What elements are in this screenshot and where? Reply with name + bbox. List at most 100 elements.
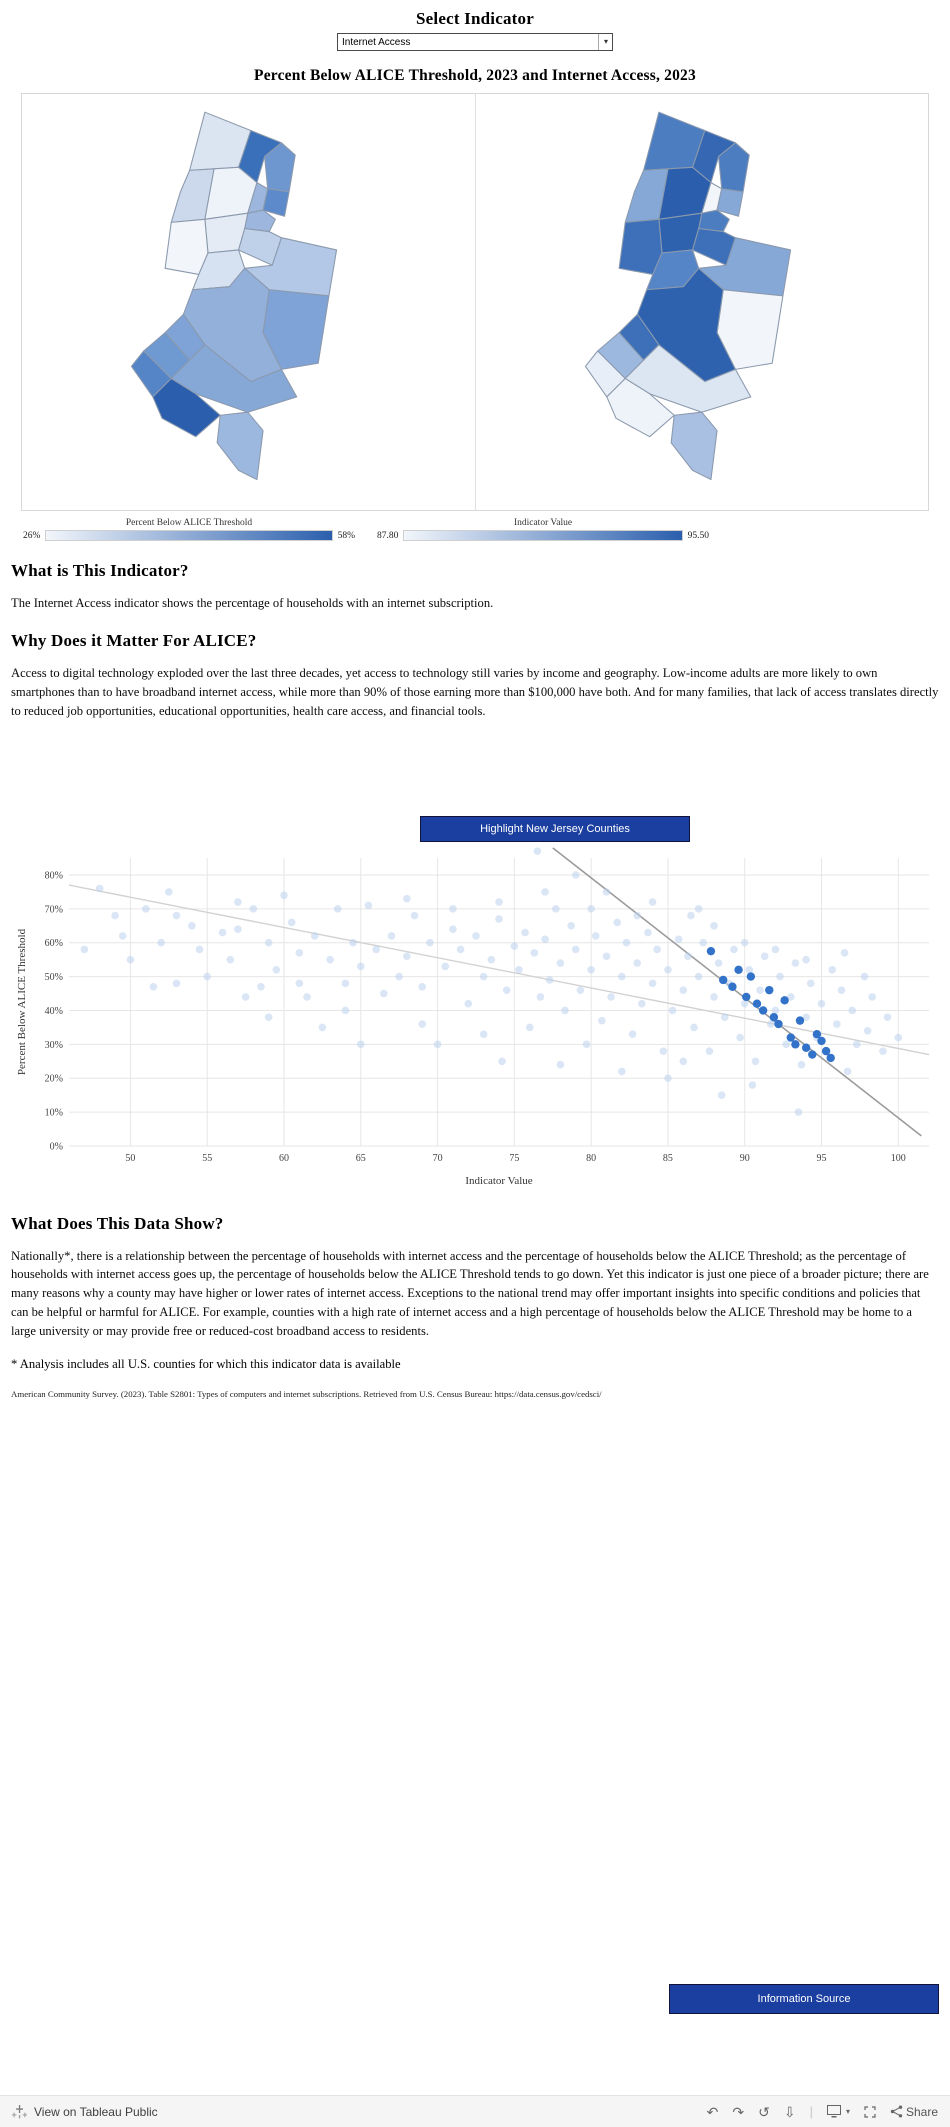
scatter-point-county[interactable]: [668, 1006, 677, 1014]
scatter-point-county[interactable]: [638, 999, 646, 1008]
scatter-point-county[interactable]: [699, 938, 708, 947]
scatter-point-county[interactable]: [674, 935, 683, 943]
scatter-point-county[interactable]: [395, 972, 403, 980]
scatter-point-county[interactable]: [582, 1040, 591, 1048]
information-source-button[interactable]: Information Source: [669, 1984, 939, 2015]
scatter-point-county[interactable]: [618, 972, 626, 980]
scatter-point-nj-county[interactable]: [801, 1043, 811, 1052]
scatter-point-nj-county[interactable]: [826, 1053, 835, 1062]
scatter-point-county[interactable]: [694, 904, 703, 913]
scatter-point-county[interactable]: [833, 1019, 841, 1028]
scatter-point-county[interactable]: [410, 911, 419, 919]
map-alice-threshold[interactable]: [22, 94, 475, 510]
view-on-tableau-public-link[interactable]: View on Tableau Public: [12, 2104, 158, 2119]
device-preview-icon[interactable]: ▾: [826, 2105, 850, 2118]
scatter-point-county[interactable]: [628, 1029, 637, 1038]
scatter-point-nj-county[interactable]: [808, 1049, 817, 1059]
scatter-point-county[interactable]: [165, 887, 173, 896]
scatter-point-county[interactable]: [633, 911, 642, 919]
scatter-point-county[interactable]: [740, 938, 749, 947]
scatter-point-county[interactable]: [571, 945, 580, 953]
scatter-point-county[interactable]: [771, 1006, 780, 1014]
scatter-point-county[interactable]: [203, 972, 212, 980]
scatter-point-county[interactable]: [843, 1067, 852, 1075]
scatter-point-county[interactable]: [587, 904, 595, 913]
scatter-point-county[interactable]: [449, 924, 457, 933]
scatter-point-county[interactable]: [745, 965, 754, 974]
scatter-point-county[interactable]: [541, 935, 549, 943]
scatter-point-nj-county[interactable]: [780, 995, 789, 1005]
scatter-point-county[interactable]: [295, 948, 304, 957]
county-hunterdon[interactable]: [618, 218, 663, 275]
scatter-point-county[interactable]: [602, 887, 611, 896]
scatter-point-county[interactable]: [249, 904, 258, 913]
indicator-dropdown[interactable]: Internet Access ▾: [337, 33, 613, 51]
scatter-point-county[interactable]: [751, 1057, 760, 1065]
scatter-point-county[interactable]: [740, 999, 749, 1008]
scatter-point-county[interactable]: [756, 985, 764, 994]
scatter-point-county[interactable]: [495, 897, 503, 906]
scatter-point-nj-county[interactable]: [742, 992, 751, 1001]
scatter-point-nj-county[interactable]: [812, 1029, 822, 1038]
scatter-point-county[interactable]: [280, 891, 288, 899]
scatter-point-county[interactable]: [487, 955, 496, 964]
scatter-point-county[interactable]: [264, 1013, 273, 1021]
scatter-point-county[interactable]: [188, 921, 196, 930]
county-cape-may[interactable]: [670, 411, 718, 481]
scatter-point-county[interactable]: [552, 904, 560, 913]
scatter-point-county[interactable]: [644, 928, 652, 936]
scatter-point-county[interactable]: [95, 884, 104, 892]
map-indicator-value[interactable]: [474, 94, 929, 510]
scatter-point-county[interactable]: [710, 921, 718, 930]
scatter-point-nj-county[interactable]: [734, 965, 743, 974]
scatter-point-county[interactable]: [364, 901, 373, 909]
scatter-point-county[interactable]: [303, 992, 311, 1001]
scatter-point-county[interactable]: [464, 999, 473, 1008]
scatter-point-nj-county[interactable]: [769, 1012, 779, 1022]
county-hudson[interactable]: [263, 188, 291, 217]
scatter-point-county[interactable]: [659, 1046, 668, 1055]
scatter-point-nj-county[interactable]: [728, 982, 737, 991]
scatter-point-county[interactable]: [720, 1013, 729, 1021]
scatter-point-county[interactable]: [648, 979, 657, 987]
scatter-point-county[interactable]: [776, 972, 784, 980]
scatter-point-nj-county[interactable]: [791, 1039, 800, 1049]
scatter-point-county[interactable]: [571, 870, 580, 879]
scatter-point-county[interactable]: [521, 928, 529, 936]
scatter-point-county[interactable]: [679, 985, 688, 994]
scatter-point-county[interactable]: [341, 1006, 350, 1014]
scatter-point-county[interactable]: [541, 887, 549, 896]
scatter-point-county[interactable]: [748, 1080, 757, 1089]
scatter-point-county[interactable]: [498, 1057, 506, 1065]
scatter-point-county[interactable]: [786, 992, 795, 1001]
county-passaic[interactable]: [692, 130, 736, 184]
scatter-point-county[interactable]: [149, 982, 158, 991]
county-union[interactable]: [244, 209, 277, 233]
scatter-point-county[interactable]: [883, 1013, 892, 1021]
scatter-point-county[interactable]: [533, 846, 542, 855]
scatter-point-county[interactable]: [479, 1029, 488, 1038]
scatter-point-county[interactable]: [126, 955, 135, 964]
scatter-point-county[interactable]: [860, 972, 869, 980]
scatter-point-county[interactable]: [653, 945, 661, 953]
scatter-point-county[interactable]: [234, 897, 242, 906]
scatter-point-county[interactable]: [828, 965, 837, 974]
scatter-point-county[interactable]: [495, 914, 503, 923]
scatter-point-county[interactable]: [272, 965, 281, 974]
scatter-point-nj-county[interactable]: [706, 946, 716, 955]
scatter-point-county[interactable]: [710, 992, 718, 1001]
scatter-point-county[interactable]: [264, 938, 273, 947]
scatter-point-county[interactable]: [602, 952, 611, 960]
scatter-point-county[interactable]: [576, 985, 585, 994]
scatter-point-county[interactable]: [664, 965, 672, 974]
scatter-point-county[interactable]: [403, 894, 411, 903]
county-hunterdon[interactable]: [165, 218, 209, 275]
scatter-point-county[interactable]: [868, 992, 876, 1001]
scatter-point-county[interactable]: [195, 945, 204, 953]
highlight-nj-counties-button[interactable]: Highlight New Jersey Counties: [420, 815, 690, 842]
scatter-point-county[interactable]: [426, 938, 434, 947]
scatter-point-county[interactable]: [472, 931, 480, 940]
scatter-point-county[interactable]: [690, 1023, 698, 1031]
scatter-point-county[interactable]: [664, 1073, 672, 1082]
fullscreen-icon[interactable]: [864, 2105, 876, 2118]
